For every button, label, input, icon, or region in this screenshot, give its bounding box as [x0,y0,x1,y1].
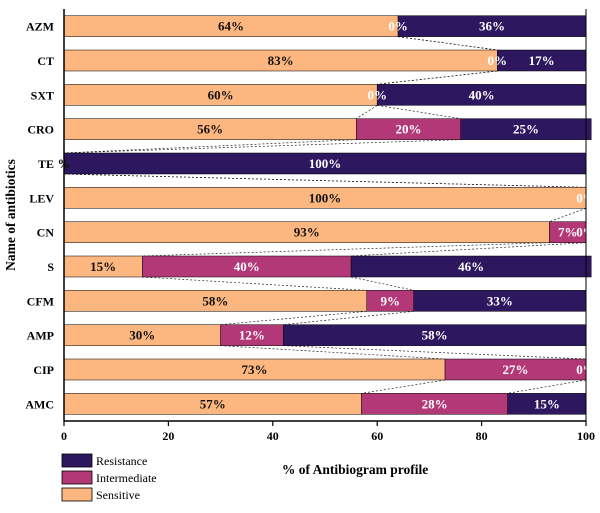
y-tick-labels: AZM CT SXT CRO TE LEV CN S CFM AMP CIP AMC [25,20,54,412]
label-sensitive-s: 15% [90,259,116,274]
label-resistance-cfm: 33% [487,293,513,308]
label-resistance-cro: 25% [513,122,539,137]
series-line-10-1 [507,379,587,394]
series-connectors [63,36,587,394]
label-intermediate-amp: 12% [239,328,265,343]
label-resistance-sxt: 40% [469,87,495,102]
label-intermediate-cfm: 9% [381,293,401,308]
x-tick-60: 60 [371,429,383,443]
y-tick-sxt: SXT [31,88,54,102]
series-line-2-0 [356,105,378,119]
x-axis-title: % of Antibiogram profile [282,462,428,477]
label-intermediate-azm: 0% [388,19,408,34]
y-tick-cip: CIP [33,363,54,377]
label-intermediate-sxt: 0% [367,87,387,102]
series-line-0-1 [398,36,498,51]
series-line-8-0 [220,310,367,326]
label-sensitive-cip: 73% [242,362,268,377]
y-tick-cro: CRO [27,123,54,137]
series-line-3-1 [63,139,461,154]
label-intermediate-s: 40% [234,259,260,274]
series-line-9-1 [283,345,587,360]
label-sensitive-ct: 83% [268,53,294,68]
legend-swatch-resistance [61,453,93,468]
series-line-4-1 [63,173,587,188]
label-resistance-s: 46% [458,259,484,274]
label-resistance-azm: 36% [479,19,505,34]
x-tick-80: 80 [476,429,488,443]
label-intermediate-ct: 0% [488,53,508,68]
y-tick-lev: LEV [29,191,54,205]
legend: Resistance Intermediate Sensitive [61,453,157,502]
y-tick-s: S [47,260,54,274]
legend-label-intermediate: Intermediate [96,471,157,485]
legend-swatch-intermediate [61,470,93,485]
label-resistance-amc: 15% [534,396,560,411]
series-line-9-0 [220,345,446,360]
x-tick-20: 20 [162,429,174,443]
legend-swatch-sensitive [61,487,93,502]
legend-label-resistance: Resistance [96,454,147,468]
y-tick-azm: AZM [26,20,54,34]
series-line-6-1 [351,242,587,257]
label-sensitive-azm: 64% [218,19,244,34]
series-line-7-1 [351,276,414,291]
label-sensitive-lev: 100% [309,190,342,205]
bars-group [63,15,592,415]
label-sensitive-amc: 57% [200,396,226,411]
y-tick-ct: CT [37,54,54,68]
bar-resistance-s [350,255,592,278]
label-sensitive-cn: 93% [294,225,320,240]
label-intermediate-amc: 28% [422,396,448,411]
series-line-2-1 [377,104,461,120]
y-tick-te: TE [38,157,54,171]
series-line-8-1 [283,310,414,326]
label-sensitive-cfm: 58% [202,293,228,308]
x-ticks: 0 20 40 60 80 100 [61,421,595,443]
y-tick-amc: AMC [25,397,54,411]
label-intermediate-cip: 27% [503,362,529,377]
segment-labels: 64% 0% 36%83% 0% 17%60% 0% 40%56% 20% 25%% 100%10… [58,19,596,412]
label-resistance-amp: 58% [422,328,448,343]
legend-label-sensitive: Sensitive [96,488,140,502]
series-line-5-0 [549,208,587,222]
x-tick-0: 0 [61,429,67,443]
label-resistance-te: 100% [309,156,342,171]
y-tick-amp: AMP [27,329,54,343]
series-line-10-0 [361,379,446,394]
y-axis-title: Name of antibiotics [3,159,18,271]
label-intermediate-cro: 20% [396,122,422,137]
y-tick-cfm: CFM [27,294,54,308]
label-sensitive-sxt: 60% [208,87,234,102]
label-sensitive-cro: 56% [197,122,223,137]
x-tick-100: 100 [577,429,595,443]
label-sensitive-amp: 30% [129,328,155,343]
series-line-7-0 [142,276,367,291]
label-resistance-ct: 17% [529,53,555,68]
x-tick-40: 40 [267,429,279,443]
series-line-6-0 [142,242,550,257]
bar-resistance-cro [460,118,592,140]
series-line-3-0 [63,139,357,154]
label-intermediate-cn: 7% [558,225,578,240]
y-tick-cn: CN [37,226,55,240]
series-line-1-1 [377,70,498,85]
plot-frame [63,9,587,422]
